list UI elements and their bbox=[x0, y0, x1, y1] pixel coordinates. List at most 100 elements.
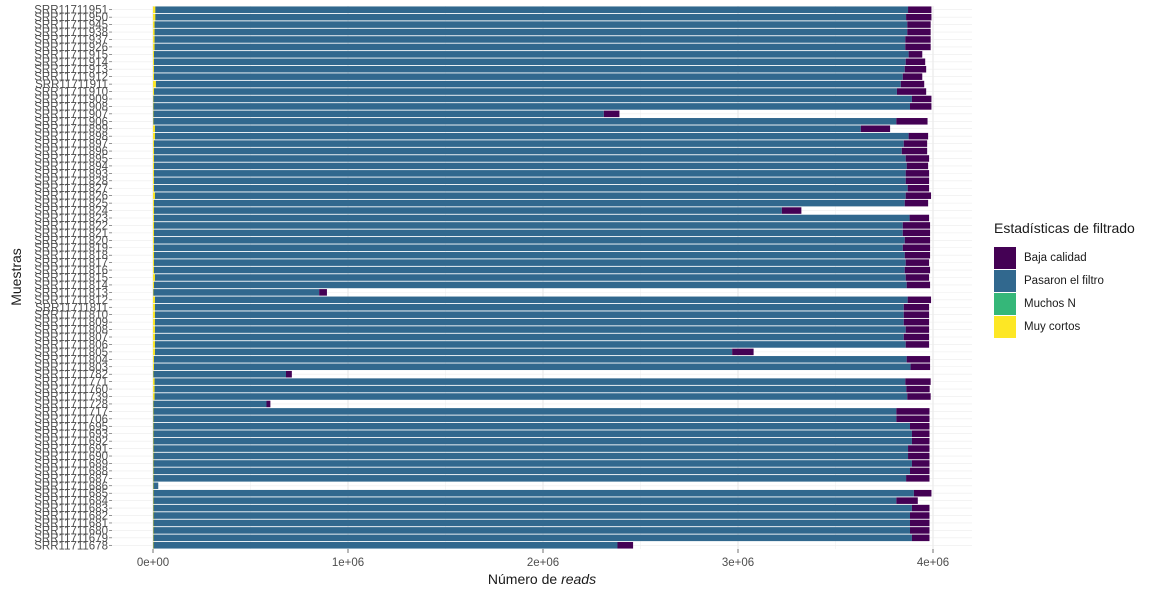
bar-segment-muy-cortos bbox=[153, 125, 156, 133]
legend-item-muy-cortos: Muy cortos bbox=[994, 315, 1135, 338]
bar-segment-baja-calidad bbox=[911, 460, 930, 467]
bar-segment-baja-calidad bbox=[908, 6, 932, 13]
bar-segment-baja-calidad bbox=[910, 363, 931, 371]
bar-segment-baja-calidad bbox=[913, 489, 932, 497]
bar-segment-baja-calidad bbox=[319, 289, 327, 296]
x-axis-title: Número de reads bbox=[488, 571, 596, 587]
bar-segment-baja-calidad bbox=[906, 162, 929, 170]
bar-segment-baja-calidad bbox=[905, 36, 931, 43]
bar-segment-pasaron-el-filtro bbox=[153, 162, 907, 170]
bar-segment-baja-calidad bbox=[896, 408, 930, 415]
legend-label-baja-calidad: Baja calidad bbox=[1024, 251, 1087, 264]
bar-segment-pasaron-el-filtro bbox=[154, 21, 908, 28]
y-tick-label: SRR11711687 bbox=[34, 473, 108, 485]
bar-segment-pasaron-el-filtro bbox=[155, 13, 907, 21]
y-tick-label: SRR11711815 bbox=[34, 273, 108, 285]
bar-segment-baja-calidad bbox=[903, 318, 930, 326]
bar-segment-pasaron-el-filtro bbox=[153, 408, 897, 415]
bar-segment-baja-calidad bbox=[902, 73, 923, 80]
y-tick-label: SRR11711811 bbox=[35, 302, 108, 314]
y-tick-label: SRR11711692 bbox=[34, 436, 108, 448]
y-tick-label: SRR11711782 bbox=[34, 369, 108, 381]
bar-segment-baja-calidad bbox=[905, 177, 930, 185]
bar-segment-pasaron-el-filtro bbox=[153, 155, 906, 162]
bar-segment-pasaron-el-filtro bbox=[153, 400, 267, 408]
bar-segment-baja-calidad bbox=[905, 43, 931, 51]
bar-segment-pasaron-el-filtro bbox=[154, 132, 909, 140]
bar-segment-baja-calidad bbox=[860, 125, 891, 133]
bar-segment-pasaron-el-filtro bbox=[154, 326, 906, 333]
bar-segment-pasaron-el-filtro bbox=[153, 363, 911, 371]
legend-swatch-pasaron-el-filtro bbox=[994, 269, 1016, 292]
bar-segment-muy-cortos bbox=[153, 13, 156, 21]
bar-segment-baja-calidad bbox=[908, 132, 929, 140]
bar-segment-baja-calidad bbox=[911, 95, 932, 103]
legend-label-pasaron-el-filtro: Pasaron el filtro bbox=[1024, 274, 1104, 287]
y-tick-label: SRR11711760 bbox=[34, 384, 108, 396]
y-tick-label: SRR11711805 bbox=[34, 347, 108, 359]
bar-segment-baja-calidad bbox=[905, 192, 932, 199]
y-tick-label: SRR11711686 bbox=[34, 481, 108, 493]
y-tick-label: SRR11711911 bbox=[35, 79, 108, 91]
bar-segment-muy-cortos bbox=[153, 296, 156, 304]
bar-segment-baja-calidad bbox=[903, 333, 930, 341]
y-tick-label: SRR11711823 bbox=[34, 213, 108, 225]
y-tick-label: SRR11711826 bbox=[34, 191, 108, 203]
bar-segment-muy-cortos bbox=[153, 326, 156, 333]
bar-segment-baja-calidad bbox=[896, 88, 927, 95]
bar-segment-muy-cortos bbox=[153, 333, 156, 341]
bar-segment-baja-calidad bbox=[908, 51, 923, 58]
y-tick-label: SRR11711909 bbox=[34, 94, 108, 106]
bar-segment-baja-calidad bbox=[905, 326, 930, 333]
bar-segment-baja-calidad bbox=[909, 512, 930, 519]
bar-segment-baja-calidad bbox=[285, 370, 292, 378]
y-tick-label: SRR11711819 bbox=[34, 243, 108, 255]
bar-segment-pasaron-el-filtro bbox=[154, 348, 733, 356]
y-tick-label: SRR11711678 bbox=[34, 540, 108, 552]
bar-segment-baja-calidad bbox=[909, 467, 930, 475]
legend-swatch-muchos-n bbox=[994, 292, 1016, 315]
bar-segment-baja-calidad bbox=[903, 311, 930, 318]
bar-segment-pasaron-el-filtro bbox=[153, 51, 909, 58]
bar-segment-pasaron-el-filtro bbox=[153, 475, 907, 482]
bar-segment-pasaron-el-filtro bbox=[153, 207, 782, 214]
bar-segment-baja-calidad bbox=[904, 251, 931, 259]
legend-item-pasaron-el-filtro: Pasaron el filtro bbox=[994, 269, 1135, 292]
x-tick-label: 1e+06 bbox=[332, 557, 364, 569]
bar-segment-pasaron-el-filtro bbox=[155, 80, 901, 88]
legend-label-muy-cortos: Muy cortos bbox=[1024, 320, 1081, 333]
bar-segment-baja-calidad bbox=[781, 207, 802, 214]
bar-segment-pasaron-el-filtro bbox=[154, 43, 906, 51]
y-axis-title: Muestras bbox=[8, 248, 24, 306]
bar-segment-baja-calidad bbox=[909, 519, 930, 527]
y-tick-label: SRR11711822 bbox=[34, 220, 108, 232]
bar-layer bbox=[153, 6, 932, 549]
y-tick-label: SRR11711809 bbox=[34, 317, 108, 329]
y-tick-label: SRR11711679 bbox=[34, 533, 108, 545]
bar-segment-baja-calidad bbox=[907, 393, 931, 400]
bar-segment-baja-calidad bbox=[900, 80, 925, 88]
y-tick-label: SRR11711895 bbox=[34, 153, 108, 165]
bar-segment-pasaron-el-filtro bbox=[153, 415, 897, 423]
bar-segment-baja-calidad bbox=[617, 542, 634, 549]
bar-segment-muy-cortos bbox=[153, 378, 156, 385]
y-tick-label: SRR11711825 bbox=[34, 198, 108, 210]
bar-segment-baja-calidad bbox=[909, 103, 932, 110]
bar-segment-pasaron-el-filtro bbox=[153, 534, 912, 542]
x-tick-label: 2e+06 bbox=[527, 557, 559, 569]
bar-segment-pasaron-el-filtro bbox=[154, 125, 861, 133]
y-tick-label: SRR11711695 bbox=[34, 421, 108, 433]
bar-segment-baja-calidad bbox=[902, 244, 931, 252]
bar-segment-baja-calidad bbox=[911, 504, 930, 512]
y-tick-label: SRR11711899 bbox=[34, 124, 108, 136]
bar-segment-baja-calidad bbox=[906, 13, 932, 21]
bar-segment-pasaron-el-filtro bbox=[153, 177, 906, 185]
bar-segment-pasaron-el-filtro bbox=[154, 385, 907, 393]
x-axis-title-prefix: Número de bbox=[488, 571, 557, 587]
bar-segment-pasaron-el-filtro bbox=[154, 303, 904, 311]
bar-segment-baja-calidad bbox=[903, 140, 928, 147]
y-tick-label: SRR11711717 bbox=[34, 406, 108, 418]
y-tick-label: SRR11711807 bbox=[34, 332, 108, 344]
bar-segment-pasaron-el-filtro bbox=[153, 489, 914, 497]
bar-segment-baja-calidad bbox=[905, 259, 930, 266]
